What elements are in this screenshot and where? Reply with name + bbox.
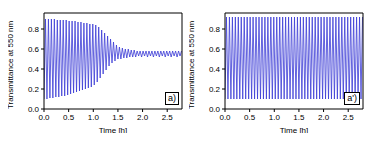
svg-text:0.5: 0.5 [63, 113, 75, 122]
svg-text:2.5: 2.5 [343, 113, 355, 122]
svg-text:1.5: 1.5 [293, 113, 305, 122]
svg-text:0.0: 0.0 [38, 113, 50, 122]
html-text:a'): a') [347, 93, 357, 103]
svg-text:0.4: 0.4 [28, 65, 40, 74]
svg-text:2.0: 2.0 [318, 113, 330, 122]
svg-text:0.6: 0.6 [209, 45, 221, 54]
svg-text:0.8: 0.8 [28, 25, 40, 34]
svg-text:0.4: 0.4 [209, 65, 221, 74]
svg-text:0.0: 0.0 [28, 105, 40, 114]
svg-text:1.0: 1.0 [88, 113, 100, 122]
svg-text:2.5: 2.5 [162, 113, 174, 122]
svg-text:2.0: 2.0 [137, 113, 149, 122]
html-text:a): a) [168, 93, 176, 103]
svg-text:1.0: 1.0 [269, 113, 281, 122]
svg-text:0.2: 0.2 [28, 85, 40, 94]
svg-text:Transmittance at 550 nm: Transmittance at 550 nm [189, 20, 196, 109]
svg-text:Transmittance at 550 nm: Transmittance at 550 nm [8, 20, 15, 109]
svg-text:0.0: 0.0 [219, 113, 231, 122]
svg-text:0.0: 0.0 [209, 105, 221, 114]
svg-text:0.2: 0.2 [209, 85, 221, 94]
svg-text:Time [h]: Time [h] [280, 126, 309, 133]
svg-text:0.6: 0.6 [28, 45, 40, 54]
svg-text:1.5: 1.5 [112, 113, 124, 122]
svg-text:0.5: 0.5 [244, 113, 256, 122]
svg-text:Time [h]: Time [h] [99, 126, 128, 133]
svg-text:0.8: 0.8 [209, 25, 221, 34]
